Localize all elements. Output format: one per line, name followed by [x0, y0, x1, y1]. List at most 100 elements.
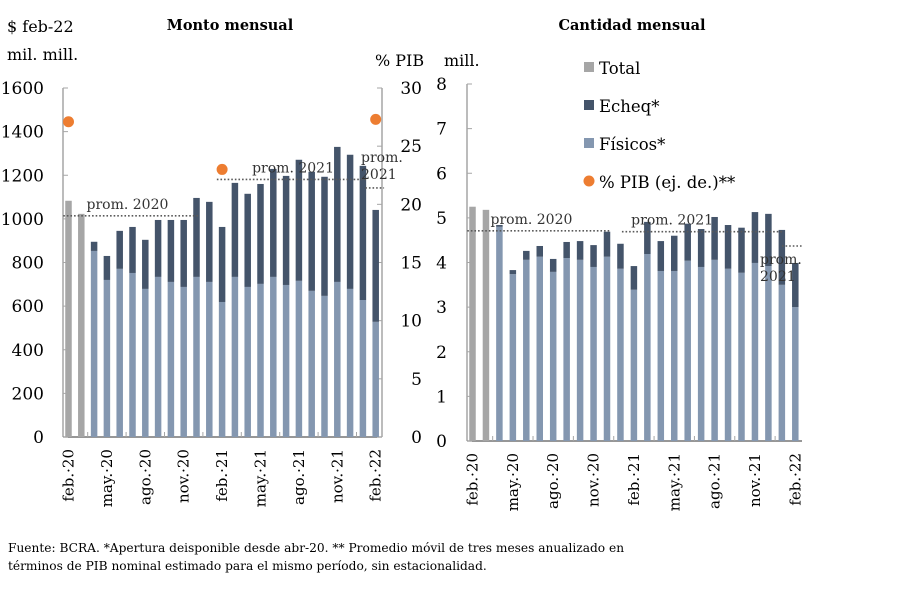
bar-fisicos [129, 272, 136, 437]
bar-fisicos [738, 272, 745, 441]
bar-echeq [657, 241, 665, 271]
bar-echeq [372, 209, 379, 322]
bar-fisicos [218, 301, 226, 437]
bar-echeq [334, 146, 341, 282]
x-tick-label: nov.·20 [585, 453, 603, 507]
y2-tick-label: 20 [400, 195, 422, 215]
average-label: 2021 [361, 167, 397, 183]
bar-fisicos [711, 259, 718, 441]
bar-fisicos [644, 254, 651, 441]
bar-echeq [218, 226, 226, 302]
bar-echeq [738, 227, 745, 273]
average-label: prom. [760, 252, 802, 268]
legend-label-pib: % PIB (ej. de.)** [599, 173, 735, 192]
bar-echeq [778, 229, 786, 285]
bar-echeq [142, 239, 149, 289]
y-tick-label: 5 [436, 209, 447, 229]
y-tick-label: 800 [12, 254, 44, 274]
bar-fisicos [630, 289, 638, 441]
x-tick-label: feb.·21 [213, 449, 231, 502]
bar-echeq [630, 266, 638, 290]
bar-echeq [295, 159, 303, 281]
y-tick-label: 1600 [1, 79, 44, 99]
bar-fisicos [334, 281, 341, 437]
bar-echeq [671, 235, 678, 271]
y-tick-label: 0 [33, 428, 44, 448]
bar-echeq [765, 213, 772, 267]
bar-echeq [576, 241, 584, 260]
bar-fisicos [563, 258, 570, 441]
bar-echeq [496, 225, 503, 227]
pib-point [370, 113, 382, 125]
bar-fisicos [751, 262, 759, 441]
x-tick-label: feb.·22 [786, 453, 804, 506]
bar-fisicos [576, 259, 584, 441]
bar-fisicos [590, 266, 597, 441]
bar-echeq [603, 231, 611, 257]
x-tick-label: may.·20 [98, 449, 116, 507]
bar-echeq [751, 212, 759, 263]
y-tick-label: 1 [436, 387, 447, 407]
bar-echeq [590, 245, 597, 267]
y2-tick-label: 5 [411, 370, 422, 390]
bar-total [78, 213, 85, 437]
x-tick-label: ago.·21 [706, 453, 724, 509]
bar-echeq [617, 243, 624, 269]
bar-echeq [792, 262, 799, 308]
bar-echeq [167, 219, 175, 282]
left-plot-area: 0 200 400 600 800 1000 1200 1400 1600 0 5 10 15 20 25 3… [1, 79, 422, 507]
right-plot-area: 0 1 2 3 4 5 6 7 8 prom. 2020 prom. 2021 prom.2021 fe… [436, 75, 804, 511]
bar-total [469, 206, 476, 441]
bar-echeq [321, 176, 328, 296]
bar-fisicos [321, 295, 328, 437]
y-tick-label: 8 [436, 75, 447, 95]
legend-label-echeq: Echeq* [599, 97, 660, 116]
bar-fisicos [603, 256, 611, 441]
bar-fisicos [697, 266, 705, 441]
y2-tick-label: 25 [400, 137, 422, 157]
bar-echeq [231, 182, 239, 277]
bar-fisicos [372, 321, 379, 437]
y-tick-label: 1200 [1, 166, 44, 186]
bar-echeq [308, 171, 315, 291]
x-tick-label: nov.·21 [746, 453, 764, 507]
left-y-label-line2: mil. mill. [7, 45, 78, 64]
x-tick-label: may.·21 [665, 453, 683, 511]
bar-fisicos [549, 271, 557, 441]
bar-fisicos [116, 268, 123, 437]
pib-point [63, 116, 74, 128]
bar-echeq [523, 250, 530, 260]
legend-label-total: Total [599, 59, 640, 78]
y-tick-label: 600 [12, 297, 44, 317]
bar-fisicos [765, 266, 772, 441]
bar-echeq [90, 241, 98, 251]
bar-fisicos [231, 276, 239, 437]
bar-echeq [711, 216, 718, 260]
y-tick-label: 7 [436, 120, 447, 140]
bar-echeq [244, 193, 251, 287]
bar-fisicos [496, 226, 503, 441]
y2-tick-label: 10 [400, 312, 422, 332]
bar-echeq [270, 168, 277, 277]
legend-item-pib: % PIB (ej. de.)** [583, 173, 735, 192]
bar-fisicos [295, 280, 303, 437]
y-tick-label: 4 [436, 254, 447, 274]
bar-total [482, 209, 490, 441]
legend-item-total: Total [584, 59, 640, 78]
bar-echeq [684, 223, 691, 261]
x-tick-label: feb.·21 [625, 453, 643, 506]
bar-echeq [509, 270, 517, 275]
footnote-line-2: términos de PIB nominal estimado para el… [8, 559, 487, 573]
y-tick-label: 6 [436, 164, 447, 184]
y-tick-label: 200 [12, 384, 44, 404]
y2-tick-label: 0 [411, 428, 422, 448]
x-tick-label: ago.·20 [544, 453, 562, 509]
footnote-line-1: Fuente: BCRA. *Apertura deisponible desd… [8, 541, 625, 555]
footnote: Fuente: BCRA. *Apertura deisponible desd… [8, 539, 888, 575]
bar-echeq [697, 229, 705, 267]
bar-fisicos [308, 290, 315, 437]
x-tick-label: ago.·20 [136, 449, 154, 505]
legend-item-echeq: Echeq* [584, 97, 660, 116]
bar-fisicos [103, 279, 111, 437]
